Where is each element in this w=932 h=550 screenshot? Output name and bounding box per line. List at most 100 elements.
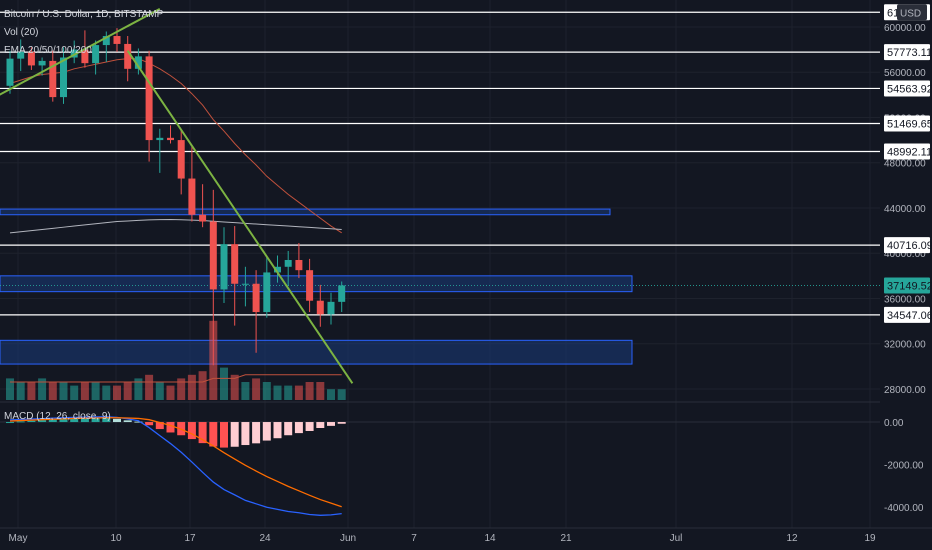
price-level-tag (884, 237, 930, 254)
ema-slow-line (9, 218, 342, 234)
price-tick-label: 56000.00 (884, 68, 926, 79)
candle-body (60, 57, 67, 98)
macd-histogram-bar (273, 422, 282, 439)
trendline (0, 7, 161, 96)
volume-bar (284, 385, 293, 400)
candle (316, 284, 324, 327)
candle-body (49, 60, 57, 98)
volume-bar (80, 382, 89, 400)
macd-histogram-bar (48, 419, 57, 423)
time-tick-label: Jul (670, 533, 683, 544)
candle-body (70, 49, 78, 58)
macd-histogram-bar (145, 422, 154, 426)
volume-bar (294, 385, 303, 400)
price-level-tag (884, 306, 930, 323)
price-level-tag (884, 80, 930, 97)
candle (134, 48, 142, 75)
candle (306, 258, 314, 313)
macd-histogram-bar (252, 422, 261, 444)
volume-bar (123, 382, 132, 400)
volume-bar (134, 378, 143, 400)
candle (199, 184, 207, 228)
candle (156, 128, 164, 173)
price-tick-label: 44000.00 (884, 204, 926, 215)
candle-body (167, 137, 174, 141)
volume-bar (102, 385, 111, 400)
candle-body (199, 214, 207, 222)
volume-bar (305, 382, 314, 400)
volume-bar (230, 374, 239, 400)
volume-bar (327, 389, 335, 400)
macd-histogram-bar (134, 421, 143, 423)
candle-body (177, 140, 185, 179)
macd-histogram-bar (241, 422, 250, 446)
support-resistance-zones (0, 208, 633, 365)
volume-bar (166, 385, 175, 400)
price-level-tag (884, 277, 930, 294)
price-level-label: 57773.11 (887, 47, 932, 59)
candle (167, 125, 174, 144)
macd-histogram-bar (38, 420, 47, 423)
candle-body (92, 45, 100, 64)
macd-histogram-bar (294, 422, 303, 434)
candle-body (295, 259, 303, 271)
price-level-label: 54563.92 (887, 83, 932, 95)
volume-legend: Vol (20) (4, 27, 39, 38)
price-level-labels: 61 USD 57773.11 54563.92 51469.65 48992.11 407… (884, 4, 932, 323)
candle (70, 40, 78, 64)
candle-body (220, 244, 228, 290)
currency-tag (897, 4, 927, 21)
candle (6, 50, 14, 94)
price-tick-label: 40000.00 (884, 249, 926, 260)
candle (295, 243, 303, 279)
macd-histogram-bar (198, 422, 207, 444)
macd-histogram-bar (80, 417, 89, 423)
candle-body (252, 283, 260, 313)
candle (231, 226, 239, 326)
candle (284, 250, 292, 287)
candle-body (316, 300, 324, 315)
time-axis: May 10 17 24 Jun 7 14 21 Jul 12 19 (0, 527, 932, 544)
macd-histogram-bar (155, 422, 164, 430)
zone-rect (0, 339, 633, 365)
macd-pane (0, 416, 880, 516)
volume-bar (262, 382, 271, 400)
volume-bar (241, 382, 250, 400)
volume-bar (48, 382, 57, 400)
macd-histogram-bar (220, 422, 228, 448)
time-tick-label: 7 (411, 533, 417, 544)
price-level-label: 40716.09 (887, 240, 932, 252)
candle (241, 266, 249, 307)
signal-line (9, 417, 342, 508)
price-level-label: 34547.06 (887, 310, 932, 322)
volume-bar (27, 382, 36, 400)
candle (188, 145, 196, 222)
price-tick-label: 36000.00 (884, 294, 926, 305)
candle (177, 129, 185, 195)
volume-bar (6, 378, 14, 400)
time-tick-label: 17 (184, 533, 196, 544)
volume-bar (187, 374, 196, 400)
price-tick-label: 28000.00 (884, 385, 926, 396)
trendlines (0, 7, 354, 384)
volume-bar (91, 382, 100, 400)
candle-body (17, 51, 25, 59)
macd-histogram-bar (123, 420, 132, 423)
candle (60, 47, 67, 104)
macd-histogram-bar (102, 416, 111, 423)
time-tick-label: 19 (864, 533, 876, 544)
time-tick-label: 10 (110, 533, 122, 544)
volume-bar (177, 378, 186, 400)
ema-legend: EMA 20/50/100/200 (4, 45, 92, 56)
macd-histogram-bar (284, 422, 293, 436)
price-level-tag (884, 44, 930, 61)
chart-grid (0, 0, 880, 528)
macd-line (9, 416, 342, 516)
candle (274, 255, 281, 283)
candle-body (81, 49, 89, 64)
macd-histogram-bar (262, 422, 271, 441)
price-tick-label: 48000.00 (884, 159, 926, 170)
macd-histogram-bar (230, 422, 239, 447)
candle (49, 50, 57, 102)
